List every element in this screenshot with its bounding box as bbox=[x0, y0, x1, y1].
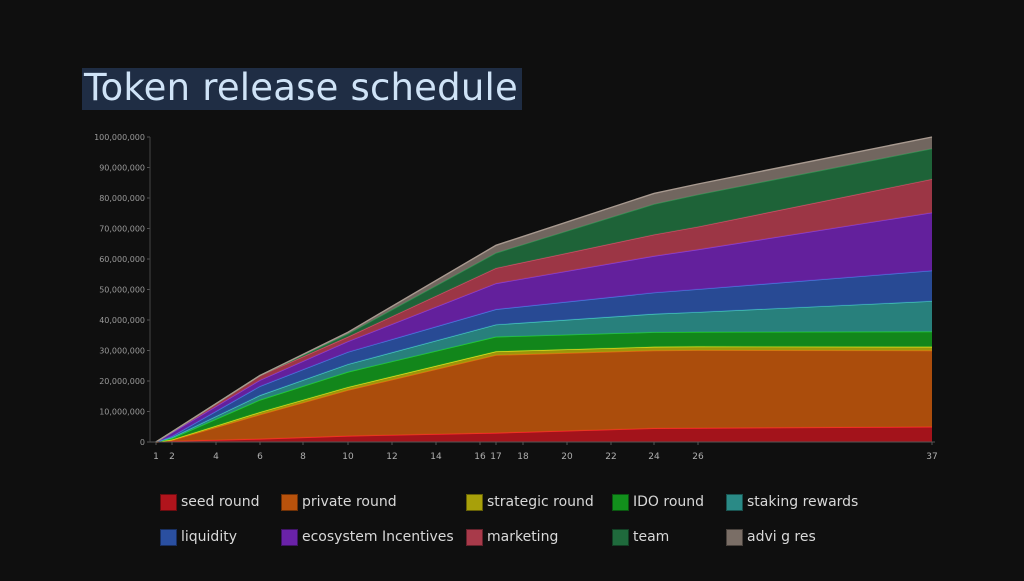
legend-swatch bbox=[726, 493, 743, 511]
y-tick-label: 100,000,000 bbox=[94, 133, 145, 142]
legend-label: team bbox=[633, 529, 670, 545]
legend-swatch bbox=[466, 493, 483, 511]
x-tick-label: 8 bbox=[300, 452, 306, 462]
legend-item[interactable]: marketing bbox=[466, 526, 612, 548]
x-tick-label: 37 bbox=[926, 452, 937, 462]
legend-item[interactable]: liquidity bbox=[160, 526, 281, 548]
chart-areas bbox=[155, 136, 933, 443]
x-tick-label: 1 bbox=[153, 452, 159, 462]
y-tick-label: 50,000,000 bbox=[99, 286, 145, 295]
legend-swatch bbox=[281, 528, 298, 546]
x-tick-label: 20 bbox=[561, 452, 573, 462]
legend-swatch bbox=[466, 528, 483, 546]
y-tick-label: 10,000,000 bbox=[99, 408, 145, 417]
legend-item[interactable]: ecosystem Incentives bbox=[281, 526, 466, 548]
legend-swatch bbox=[160, 493, 177, 511]
legend-swatch bbox=[726, 528, 743, 546]
legend-item[interactable]: staking rewards bbox=[726, 491, 886, 513]
legend-label: advi g res bbox=[747, 529, 816, 545]
y-axis: 0 10,000,000 20,000,000 30,000,000 40,000,00… bbox=[94, 133, 151, 447]
x-tick-label: 24 bbox=[648, 452, 660, 462]
legend-label: seed round bbox=[181, 494, 260, 510]
page-title: Token release schedule bbox=[84, 66, 518, 109]
x-tick-label: 18 bbox=[517, 452, 529, 462]
y-tick-label: 70,000,000 bbox=[99, 225, 145, 234]
legend-label: ecosystem Incentives bbox=[302, 529, 454, 545]
x-tick-label: 17 bbox=[490, 452, 501, 462]
x-tick-label: 14 bbox=[430, 452, 442, 462]
y-tick-label: 60,000,000 bbox=[99, 255, 145, 264]
legend-swatch bbox=[281, 493, 298, 511]
x-tick-label: 12 bbox=[386, 452, 397, 462]
legend-label: IDO round bbox=[633, 494, 705, 510]
page-title-highlight: Token release schedule bbox=[82, 68, 522, 110]
x-tick-label: 16 bbox=[474, 452, 486, 462]
x-tick-label: 26 bbox=[692, 452, 704, 462]
area-seed-round bbox=[156, 426, 932, 442]
line-ido-round bbox=[155, 330, 933, 443]
x-tick-label: 22 bbox=[605, 452, 616, 462]
legend-label: staking rewards bbox=[747, 494, 859, 510]
y-tick-label: 0 bbox=[140, 438, 145, 447]
area-staking-rewards bbox=[156, 301, 932, 442]
area-ido-round bbox=[156, 331, 932, 442]
x-axis: 1 2 4 6 8 10 12 14 16 17 18 20 22 24 26 37 bbox=[150, 441, 938, 462]
y-tick-label: 80,000,000 bbox=[99, 194, 145, 203]
legend-swatch bbox=[160, 528, 177, 546]
line-advisors bbox=[155, 136, 933, 443]
chart-legend: seed round private round strategic round ID… bbox=[160, 491, 900, 548]
legend-item[interactable]: IDO round bbox=[612, 491, 726, 513]
legend-item[interactable]: seed round bbox=[160, 491, 281, 513]
legend-item[interactable]: advi g res bbox=[726, 526, 886, 548]
x-tick-label: 10 bbox=[342, 452, 354, 462]
area-marketing bbox=[156, 179, 932, 442]
legend-swatch bbox=[612, 493, 629, 511]
y-tick-label: 20,000,000 bbox=[99, 377, 145, 386]
area-team bbox=[156, 148, 932, 442]
legend-label: marketing bbox=[487, 529, 559, 545]
legend-label: liquidity bbox=[181, 529, 237, 545]
legend-label: strategic round bbox=[487, 494, 594, 510]
legend-item[interactable]: team bbox=[612, 526, 726, 548]
x-tick-label: 6 bbox=[257, 452, 263, 462]
y-tick-label: 40,000,000 bbox=[99, 316, 145, 325]
legend-swatch bbox=[612, 528, 629, 546]
y-tick-label: 90,000,000 bbox=[99, 164, 145, 173]
area-ecosystem-incentives bbox=[156, 212, 932, 442]
x-tick-label: 2 bbox=[169, 452, 175, 462]
x-tick-label: 4 bbox=[213, 452, 219, 462]
legend-label: private round bbox=[302, 494, 397, 510]
area-private-round bbox=[156, 350, 932, 442]
legend-item[interactable]: private round bbox=[281, 491, 466, 513]
y-tick-label: 30,000,000 bbox=[99, 347, 145, 356]
legend-item[interactable]: strategic round bbox=[466, 491, 612, 513]
